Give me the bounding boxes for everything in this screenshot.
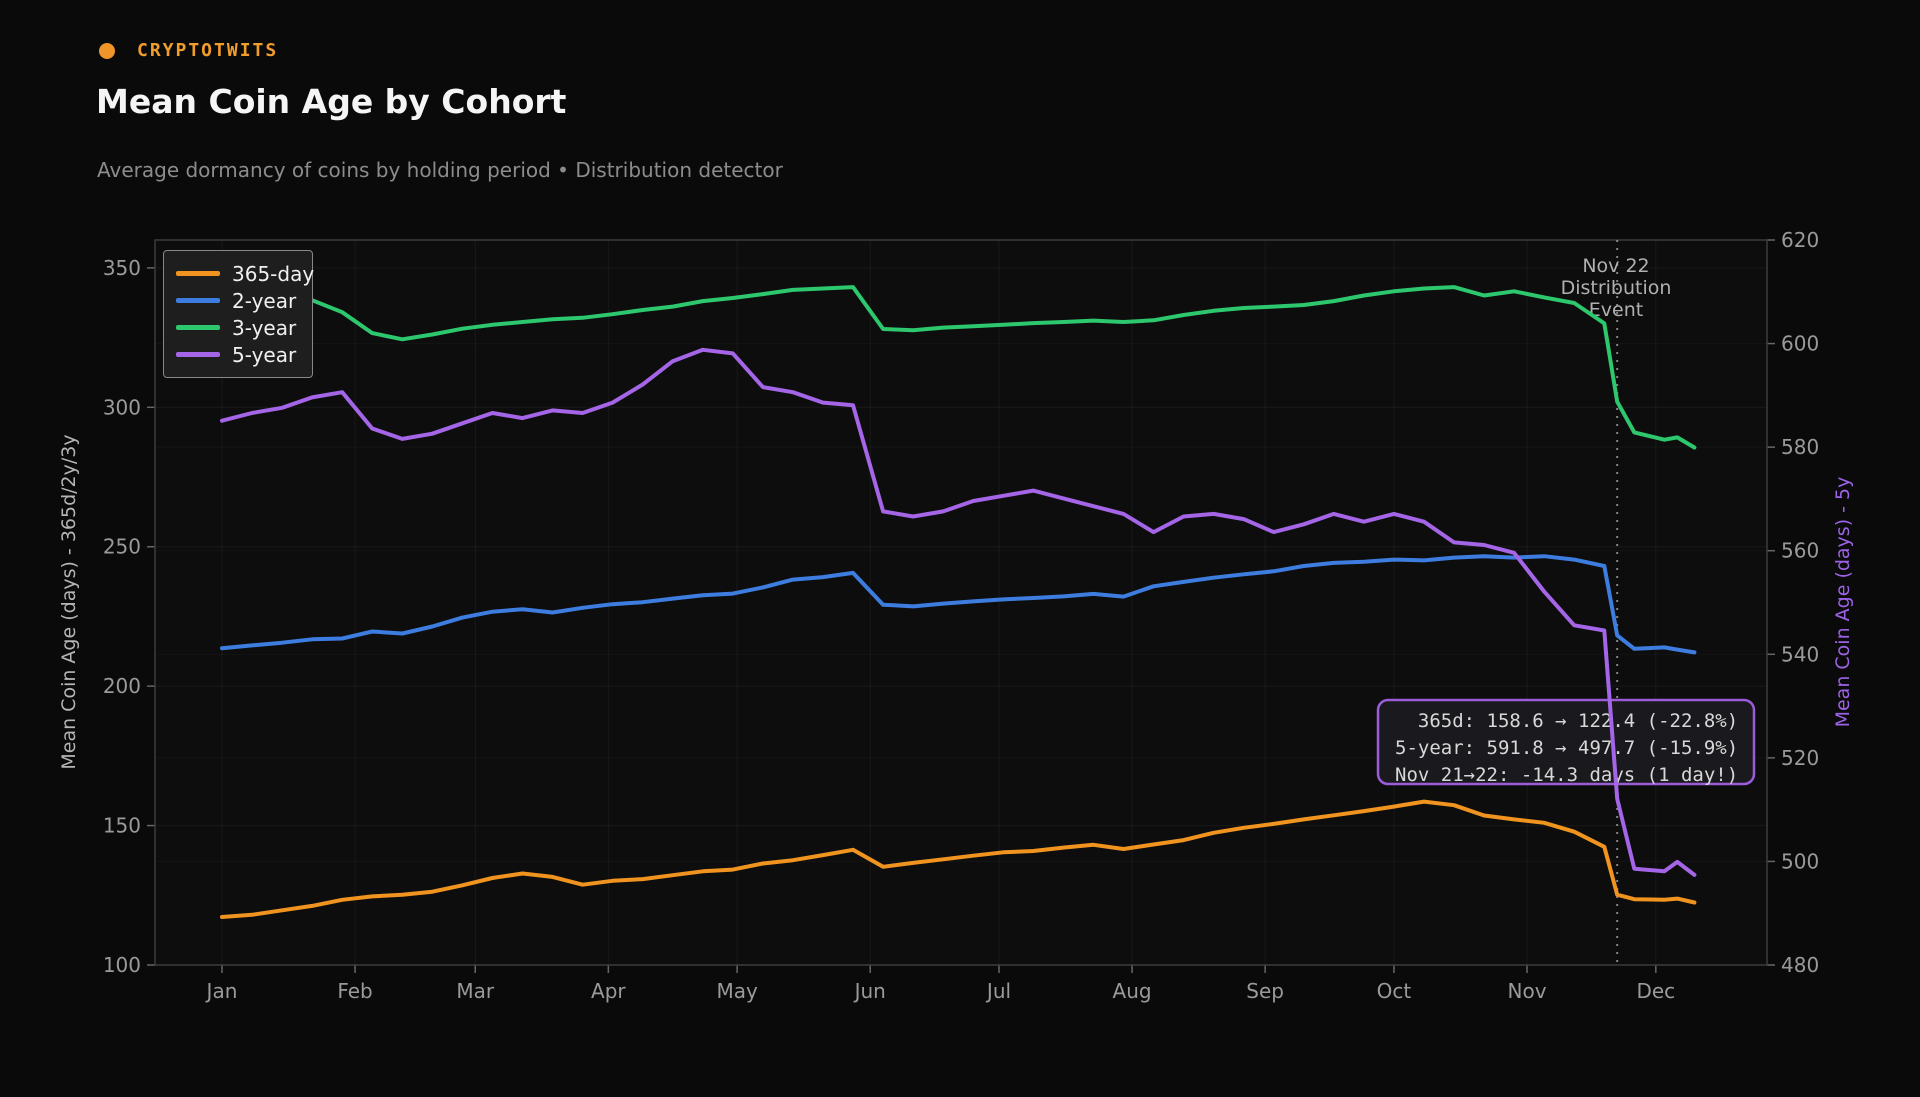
chart-legend: 365-day 2-year 3-year 5-year xyxy=(163,250,314,378)
event-label-line2: Distribution xyxy=(1561,277,1672,299)
legend-item-2year: 2-year xyxy=(176,287,300,314)
distribution-event-label: Nov 22 Distribution Event xyxy=(1561,255,1672,321)
brand: CRYPTOTWITS xyxy=(99,40,278,61)
brand-name: CRYPTOTWITS xyxy=(137,40,279,61)
svg-text:Apr: Apr xyxy=(591,979,626,1003)
svg-text:250: 250 xyxy=(103,535,141,559)
svg-text:620: 620 xyxy=(1781,228,1819,252)
svg-text:540: 540 xyxy=(1781,642,1819,666)
stats-tooltip: 365d: 158.6 → 122.4 (-22.8%) 5-year: 591… xyxy=(1376,698,1756,786)
legend-swatch-5year xyxy=(176,352,220,357)
event-label-line3: Event xyxy=(1589,299,1643,321)
svg-text:Nov: Nov xyxy=(1508,979,1547,1003)
plot-border xyxy=(154,239,1768,966)
svg-text:520: 520 xyxy=(1781,746,1819,770)
svg-text:Sep: Sep xyxy=(1246,979,1284,1003)
svg-text:350: 350 xyxy=(103,256,141,280)
page-subtitle: Average dormancy of coins by holding per… xyxy=(97,158,783,182)
svg-text:Jul: Jul xyxy=(985,979,1011,1003)
legend-swatch-3year xyxy=(176,325,220,330)
series-lines xyxy=(220,285,1697,919)
legend-label-5year: 5-year xyxy=(232,342,297,367)
legend-item-5year: 5-year xyxy=(176,341,300,368)
legend-label-3year: 3-year xyxy=(232,315,297,340)
right-axis-label: Mean Coin Age (days) - 5y xyxy=(1832,477,1854,728)
left-axis-label: Mean Coin Age (days) - 365d/2y/3y xyxy=(58,434,80,769)
svg-text:600: 600 xyxy=(1781,332,1819,356)
brand-dot-icon xyxy=(99,42,115,59)
legend-item-3year: 3-year xyxy=(176,314,300,341)
line-2-year xyxy=(220,554,1697,655)
svg-text:560: 560 xyxy=(1781,539,1819,563)
svg-text:580: 580 xyxy=(1781,435,1819,459)
svg-text:Oct: Oct xyxy=(1377,979,1412,1003)
line-3-year xyxy=(220,285,1697,450)
svg-text:May: May xyxy=(716,979,758,1003)
line-5-year xyxy=(220,347,1697,877)
svg-text:300: 300 xyxy=(103,395,141,419)
legend-label-2year: 2-year xyxy=(232,288,297,313)
tooltip-line-delta: Nov 21→22: -14.3 days (1 day!) xyxy=(1395,764,1738,786)
legend-label-365day: 365-day xyxy=(232,261,315,286)
svg-text:Jun: Jun xyxy=(853,979,886,1003)
legend-item-365day: 365-day xyxy=(176,260,314,287)
legend-swatch-2year xyxy=(176,298,220,303)
svg-text:Feb: Feb xyxy=(337,979,372,1003)
tooltip-line-365d: 365d: 158.6 → 122.4 (-22.8%) xyxy=(1395,710,1738,732)
tooltip-line-5year: 5-year: 591.8 → 497.7 (-15.9%) xyxy=(1395,737,1738,759)
svg-text:Aug: Aug xyxy=(1113,979,1152,1003)
svg-text:Jan: Jan xyxy=(205,979,238,1003)
svg-text:500: 500 xyxy=(1781,849,1819,873)
svg-text:100: 100 xyxy=(103,953,141,977)
axis-ticks: 100 150 200 250 300 350 480 500 520 540 560 580 600 6… xyxy=(103,228,1819,1003)
svg-text:200: 200 xyxy=(103,674,141,698)
page-title: Mean Coin Age by Cohort xyxy=(96,82,567,121)
svg-text:480: 480 xyxy=(1781,953,1819,977)
svg-text:Dec: Dec xyxy=(1636,979,1675,1003)
tooltip-box xyxy=(1376,698,1756,786)
line-365-day xyxy=(220,799,1697,919)
event-label-line1: Nov 22 xyxy=(1582,255,1649,277)
svg-text:150: 150 xyxy=(103,814,141,838)
legend-swatch-365day xyxy=(176,271,220,276)
svg-text:Mar: Mar xyxy=(456,979,495,1003)
